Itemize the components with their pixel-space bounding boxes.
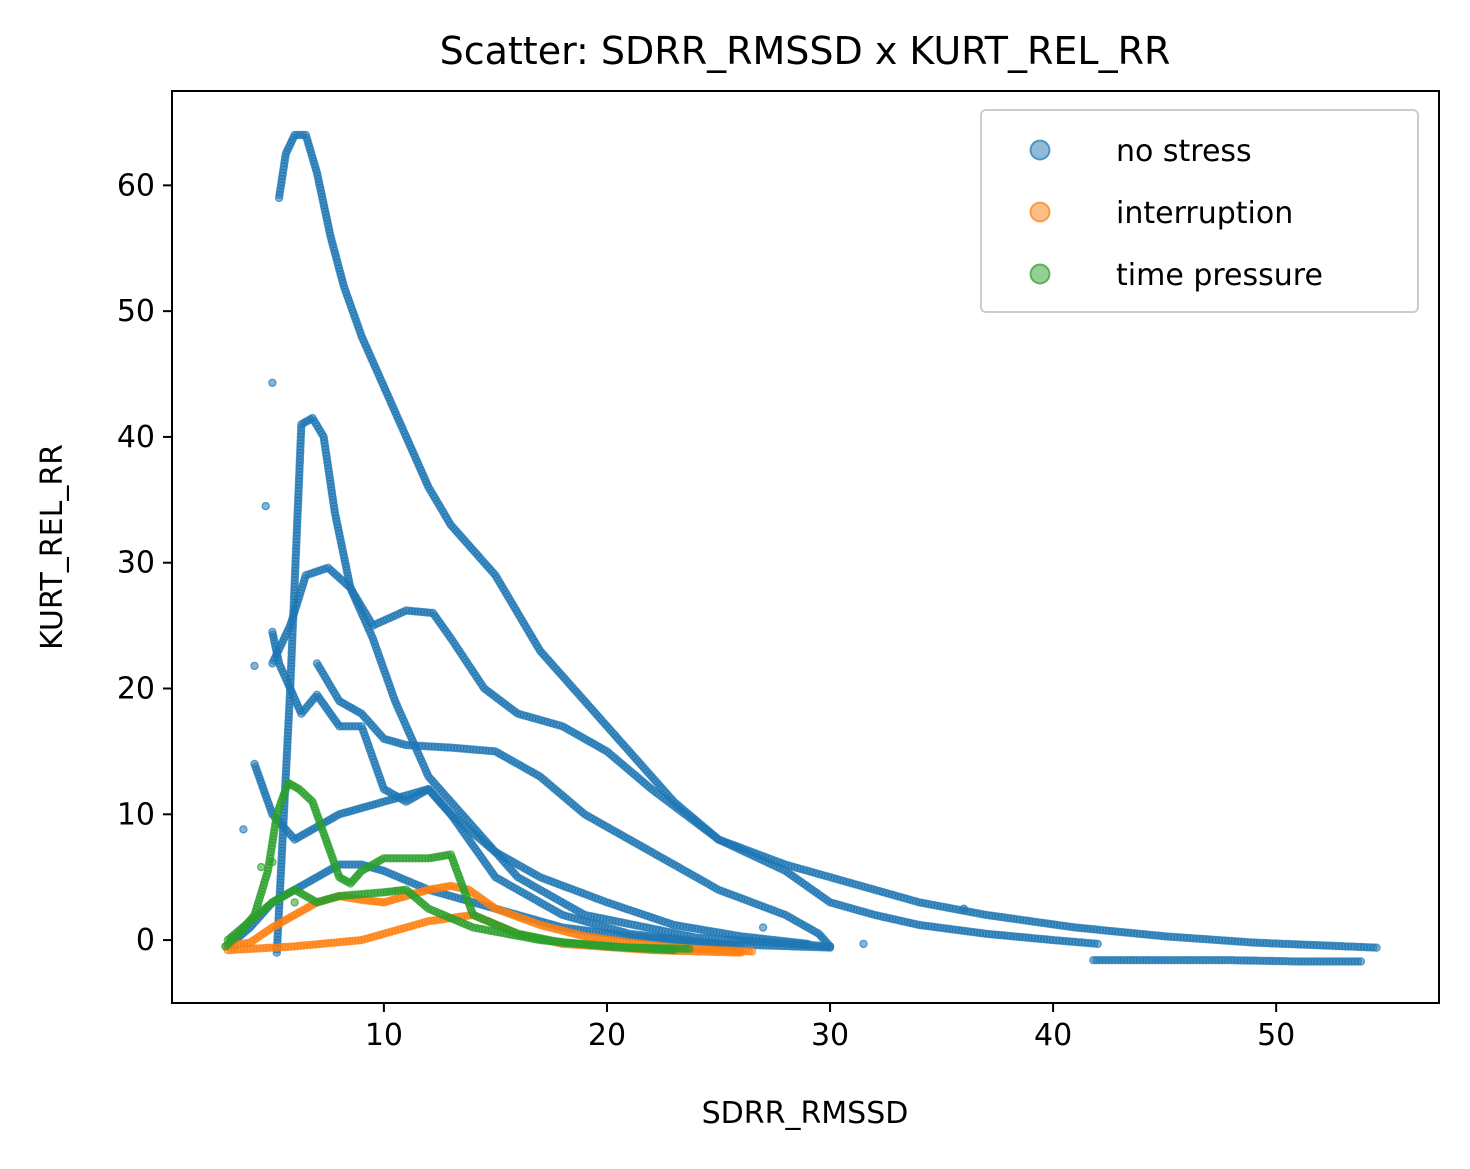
- legend-label: interruption: [1116, 196, 1293, 231]
- scatter-point: [261, 501, 270, 511]
- legend-label: time pressure: [1116, 258, 1323, 293]
- y-tick-label: 10: [117, 797, 155, 832]
- scatter-point: [669, 946, 679, 955]
- legend-item: interruption: [1029, 196, 1293, 231]
- series-time-pressure: [221, 778, 694, 955]
- x-tick-label: 30: [811, 1018, 849, 1053]
- legend-marker: [1029, 201, 1051, 223]
- scatter-point: [825, 943, 835, 952]
- scatter-point: [268, 378, 277, 387]
- x-tick-label: 20: [588, 1018, 626, 1053]
- series-no-stress: [223, 130, 1381, 966]
- plot-area: [221, 130, 1381, 966]
- scatter-point: [1356, 957, 1366, 966]
- y-axis: 0 10 20 30 40 50 60: [117, 168, 172, 958]
- legend-marker: [1029, 263, 1051, 285]
- scatter-point: [685, 944, 694, 954]
- x-tick-label: 50: [1257, 1018, 1295, 1053]
- y-axis-label: KURT_REL_RR: [35, 444, 70, 650]
- scatter-point: [268, 857, 277, 867]
- x-tick-label: 10: [365, 1018, 403, 1053]
- scatter-point: [758, 923, 768, 932]
- scatter-point: [1372, 943, 1381, 952]
- scatter-point: [1093, 939, 1102, 949]
- scatter-point: [290, 898, 299, 907]
- scatter-point: [859, 939, 868, 949]
- scatter-point: [239, 825, 248, 834]
- legend-frame: [980, 109, 1419, 313]
- scatter-point: [747, 947, 757, 956]
- x-axis-label: SDRR_RMSSD: [702, 1096, 909, 1131]
- y-tick-label: 30: [117, 546, 155, 581]
- y-tick-label: 20: [117, 672, 155, 707]
- scatter-point: [257, 862, 266, 872]
- legend-item: no stress: [1029, 134, 1252, 169]
- x-axis: 10 20 30 40 50: [365, 1003, 1295, 1053]
- scatter-point: [736, 948, 746, 957]
- legend-item: time pressure: [1029, 258, 1323, 293]
- y-tick-label: 50: [117, 294, 155, 329]
- axes-frame: [171, 90, 1440, 1004]
- scatter-point: [959, 904, 969, 913]
- scatter-point: [250, 661, 259, 671]
- chart-title: Scatter: SDRR_RMSSD x KURT_REL_RR: [440, 29, 1171, 73]
- y-tick-label: 0: [136, 923, 155, 958]
- y-tick-label: 40: [117, 420, 155, 455]
- legend-label: no stress: [1116, 134, 1252, 169]
- x-tick-label: 40: [1034, 1018, 1072, 1053]
- y-tick-label: 60: [117, 168, 155, 203]
- legend: no stress interruption time pressure: [980, 109, 1419, 313]
- legend-marker: [1029, 139, 1051, 161]
